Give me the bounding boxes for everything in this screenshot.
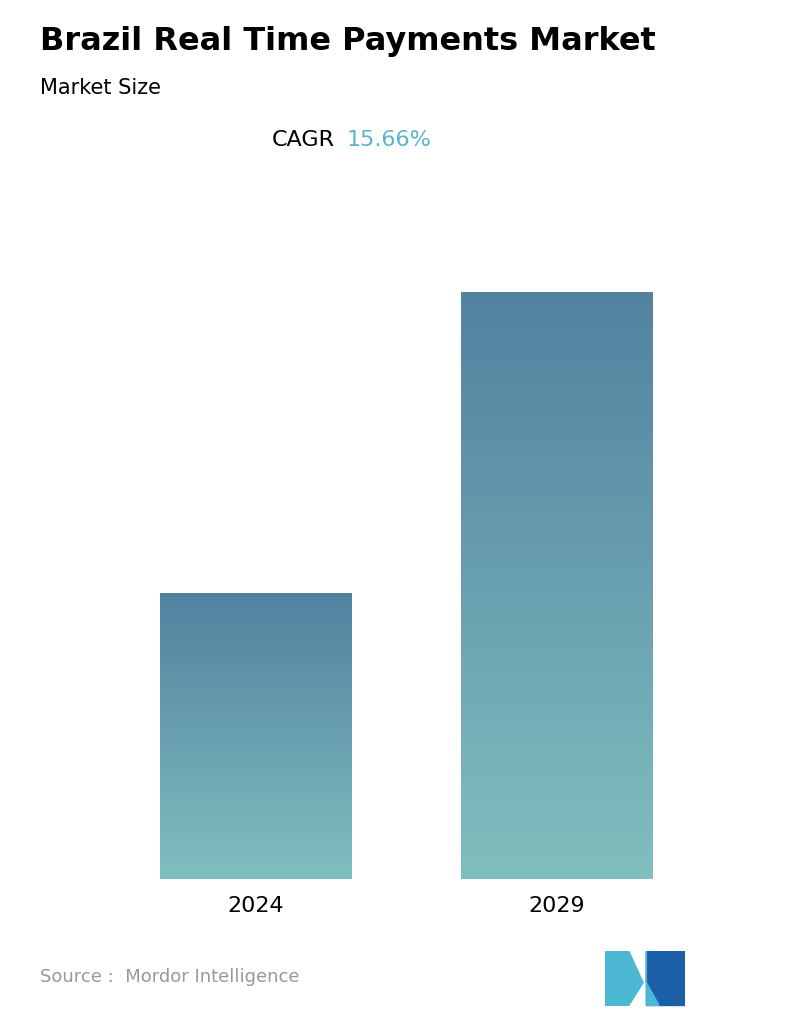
Polygon shape [646,951,685,1005]
Polygon shape [605,951,643,1005]
Text: CAGR: CAGR [271,130,334,150]
Text: Market Size: Market Size [40,78,161,97]
Polygon shape [646,951,659,1005]
Text: Source :  Mordor Intelligence: Source : Mordor Intelligence [40,968,299,986]
Text: 15.66%: 15.66% [346,130,431,150]
Text: Brazil Real Time Payments Market: Brazil Real Time Payments Market [40,26,656,57]
